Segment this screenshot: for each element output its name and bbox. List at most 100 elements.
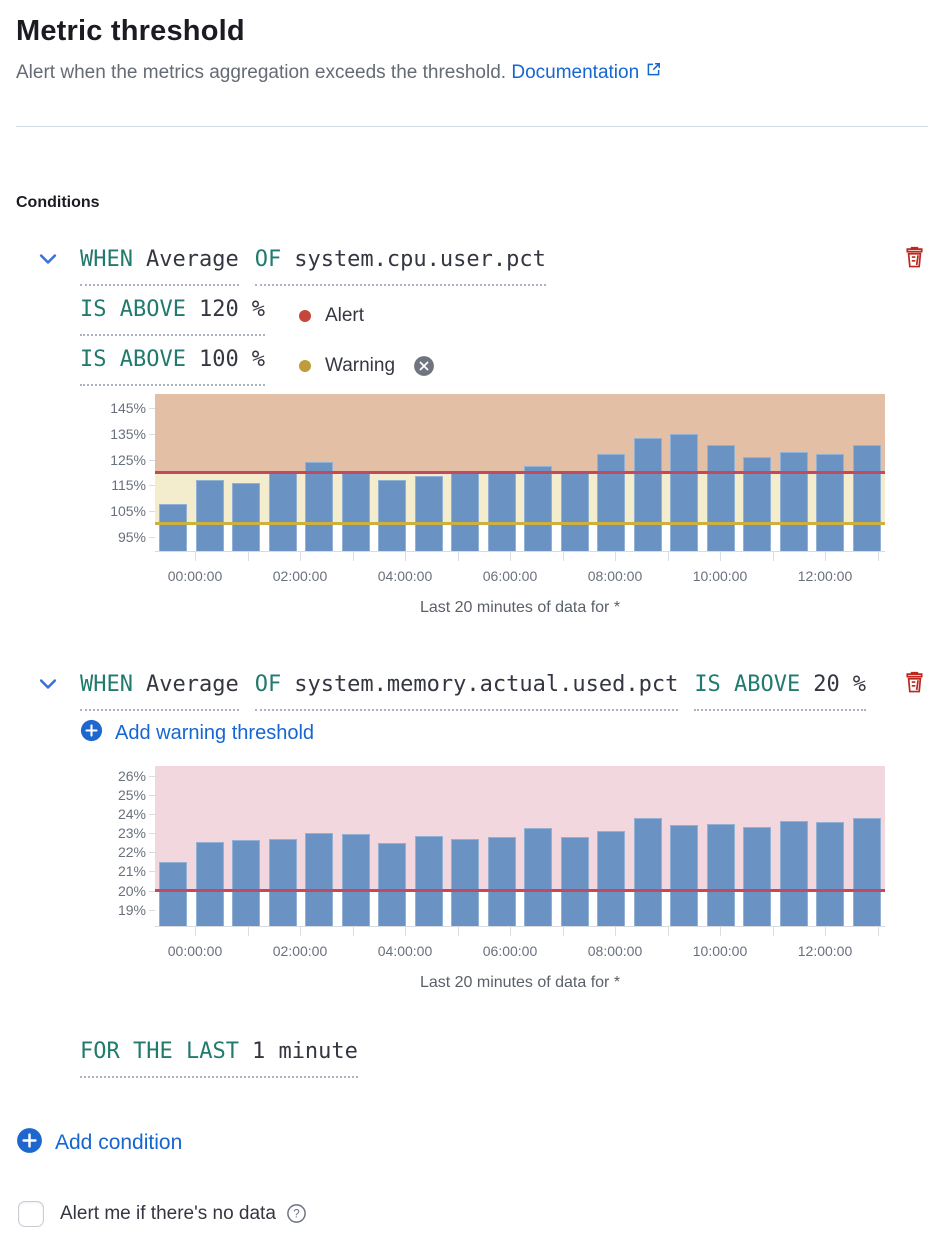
condition-2: WHEN Average OF system.memory.actual.used.…	[16, 670, 928, 1078]
bar	[743, 827, 772, 926]
add-warning-threshold-button[interactable]: Add warning threshold	[80, 719, 314, 748]
x-axis-tick	[877, 552, 879, 561]
delete-condition-button[interactable]	[902, 671, 926, 695]
add-condition-button[interactable]: Add condition	[16, 1127, 182, 1160]
y-axis-tick	[149, 536, 155, 538]
warning-threshold-row: IS ABOVE 100% Warning	[16, 345, 928, 386]
bar	[305, 833, 334, 926]
bar	[706, 445, 735, 551]
y-axis-tick	[149, 775, 155, 777]
bar	[670, 825, 699, 926]
page-subtitle: Alert when the metrics aggregation excee…	[16, 60, 928, 86]
x-axis-label: 04:00:00	[377, 943, 433, 959]
alert-indicator: Alert	[298, 304, 365, 327]
y-axis-tick	[149, 852, 155, 854]
x-axis-tick	[510, 552, 511, 561]
y-axis-label: 125%	[110, 451, 146, 468]
x-axis-tick	[195, 552, 196, 561]
x-axis-tick	[772, 552, 774, 561]
warning-dot-icon	[298, 359, 311, 372]
bar	[378, 480, 407, 551]
delete-condition-button[interactable]	[902, 246, 926, 270]
y-axis-label: 22%	[117, 844, 146, 861]
warning-threshold-expression[interactable]: IS ABOVE 100%	[80, 345, 265, 386]
y-axis-tick	[149, 433, 155, 435]
remove-warning-button[interactable]	[413, 355, 435, 377]
x-axis-label: 08:00:00	[587, 943, 643, 959]
x-axis-tick	[562, 927, 564, 936]
x-axis-label: 10:00:00	[692, 943, 748, 959]
condition-1: WHEN Average OF system.cpu.user.pct IS ABO…	[16, 245, 928, 636]
plot-area	[155, 394, 885, 552]
x-axis-tick	[615, 927, 616, 936]
bar	[706, 824, 735, 926]
y-axis-tick	[149, 871, 155, 873]
plus-in-circle-icon	[16, 1127, 43, 1160]
bar	[268, 838, 297, 926]
external-link-icon	[645, 60, 662, 86]
threshold-line-alert	[155, 889, 885, 893]
bar	[779, 820, 808, 926]
bar	[852, 445, 881, 551]
bar	[305, 462, 334, 551]
bar	[633, 817, 662, 926]
threshold-zone	[155, 766, 885, 891]
threshold-zone	[155, 394, 885, 473]
y-axis-tick	[149, 833, 155, 835]
bar	[670, 433, 699, 551]
y-axis-label: 115%	[111, 477, 146, 494]
y-axis-tick	[149, 890, 155, 892]
x-axis-tick	[720, 927, 721, 936]
chevron-down-icon[interactable]	[37, 248, 59, 270]
documentation-link[interactable]: Documentation	[511, 60, 662, 86]
bar	[524, 465, 553, 551]
bar	[451, 838, 480, 926]
x-axis-label: 12:00:00	[797, 943, 853, 959]
aggregation-expression[interactable]: WHEN Average	[80, 670, 239, 711]
y-axis-label: 95%	[117, 528, 146, 545]
aggregation-expression[interactable]: WHEN Average	[80, 245, 239, 286]
y-axis-tick	[149, 408, 155, 410]
x-axis-label: 00:00:00	[167, 943, 223, 959]
bar	[159, 504, 188, 551]
alert-threshold-expression[interactable]: IS ABOVE 120%	[80, 295, 265, 336]
bar	[852, 817, 881, 926]
x-axis-tick	[615, 552, 616, 561]
preview-chart-memory: Last 20 minutes of data for * 26% 25% 24% 2…	[16, 766, 928, 1011]
x-axis-tick	[667, 927, 669, 936]
bar	[195, 841, 224, 926]
x-axis-tick	[247, 927, 249, 936]
bar	[195, 480, 224, 551]
x-axis-label: 02:00:00	[272, 568, 328, 584]
x-axis-tick	[300, 927, 301, 936]
time-window-expression[interactable]: FOR THE LAST 1 minute	[80, 1037, 358, 1078]
alert-label: Alert	[324, 304, 365, 326]
bar	[487, 836, 516, 926]
bar	[560, 836, 589, 926]
bar	[232, 839, 261, 926]
x-axis-tick	[510, 927, 511, 936]
x-axis-label: 02:00:00	[272, 943, 328, 959]
x-axis-tick	[300, 552, 301, 561]
x-axis-label: 10:00:00	[692, 568, 748, 584]
y-axis-tick	[149, 794, 155, 796]
metric-expression[interactable]: OF system.memory.actual.used.pct	[254, 670, 679, 711]
y-axis-tick	[149, 510, 155, 512]
divider	[16, 126, 928, 127]
y-axis-tick	[149, 813, 155, 815]
bar	[341, 834, 370, 926]
threshold-zone	[155, 472, 885, 524]
chart-caption: Last 20 minutes of data for *	[419, 974, 621, 991]
chart-caption: Last 20 minutes of data for *	[419, 599, 621, 616]
chevron-down-icon[interactable]	[37, 673, 59, 695]
alert-threshold-expression[interactable]: IS ABOVE 20%	[694, 670, 867, 711]
bar	[560, 471, 589, 551]
plus-in-circle-icon	[80, 719, 103, 748]
bar	[159, 861, 188, 926]
no-data-checkbox[interactable]	[18, 1200, 44, 1227]
subtitle-text: Alert when the metrics aggregation excee…	[16, 62, 507, 83]
y-axis-tick	[149, 459, 155, 461]
metric-expression[interactable]: OF system.cpu.user.pct	[254, 245, 546, 286]
bar	[232, 482, 261, 551]
help-icon[interactable]: ?	[286, 1203, 308, 1225]
